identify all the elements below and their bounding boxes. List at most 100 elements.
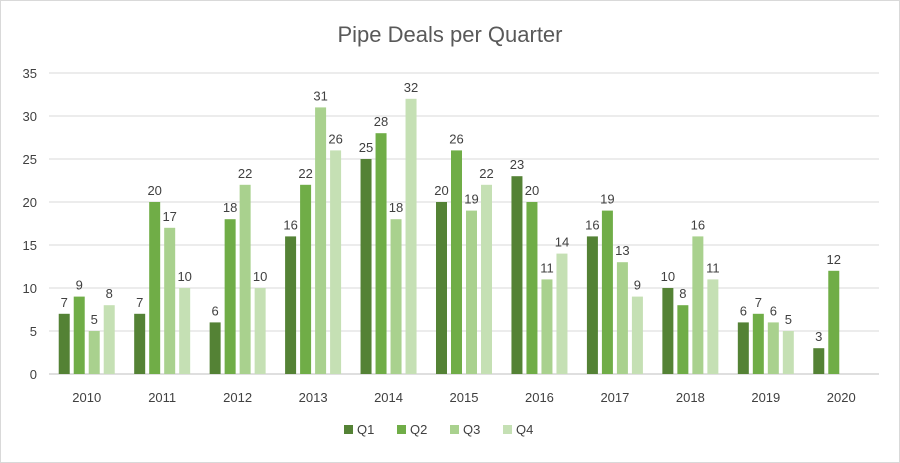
data-label: 8 xyxy=(679,286,686,301)
x-tick-label: 2018 xyxy=(676,390,705,405)
data-label: 10 xyxy=(253,269,267,284)
x-tick-label: 2014 xyxy=(374,390,403,405)
bar-q1-2020 xyxy=(813,348,825,374)
data-label: 17 xyxy=(162,209,176,224)
bar-q4-2015 xyxy=(481,184,492,374)
data-label: 20 xyxy=(525,183,539,198)
y-axis-ticks: 0 5 10 15 20 25 30 35 xyxy=(23,66,37,382)
data-label: 19 xyxy=(464,192,478,207)
data-labels: 7958720171061822101622312625281832202619… xyxy=(61,80,841,344)
data-label: 5 xyxy=(91,312,98,327)
data-label: 13 xyxy=(615,243,629,258)
y-tick-label: 0 xyxy=(30,367,37,382)
data-label: 23 xyxy=(510,157,524,172)
x-tick-label: 2020 xyxy=(827,390,856,405)
y-tick-label: 30 xyxy=(23,109,37,124)
data-label: 26 xyxy=(328,131,342,146)
y-tick-label: 10 xyxy=(23,281,37,296)
legend-label-q4: Q4 xyxy=(516,422,533,437)
bar-q2-2013 xyxy=(300,184,312,374)
bar-q2-2011 xyxy=(149,202,161,374)
bar-q3-2012 xyxy=(239,184,251,374)
data-label: 5 xyxy=(785,312,792,327)
data-label: 6 xyxy=(212,303,219,318)
x-tick-label: 2016 xyxy=(525,390,554,405)
bar-q4-2010 xyxy=(103,305,115,374)
legend-swatch-q3 xyxy=(450,425,459,434)
bar-q2-2020 xyxy=(828,270,840,374)
legend-label-q3: Q3 xyxy=(463,422,480,437)
data-label: 19 xyxy=(600,192,614,207)
bar-q4-2014 xyxy=(405,98,417,375)
x-tick-label: 2017 xyxy=(600,390,629,405)
bar-q1-2016 xyxy=(511,176,523,374)
data-label: 10 xyxy=(661,269,675,284)
data-label: 32 xyxy=(404,80,418,95)
legend-label-q1: Q1 xyxy=(357,422,374,437)
bar-q4-2017 xyxy=(631,296,643,374)
x-tick-label: 2012 xyxy=(223,390,252,405)
y-tick-label: 25 xyxy=(23,152,37,167)
data-label: 6 xyxy=(740,303,747,318)
data-label: 9 xyxy=(76,278,83,293)
bar-q1-2015 xyxy=(436,202,447,374)
bar-q4-2011 xyxy=(179,288,191,374)
data-label: 22 xyxy=(479,166,493,181)
legend-swatch-q1 xyxy=(344,425,353,434)
x-tick-label: 2019 xyxy=(751,390,780,405)
data-label: 31 xyxy=(313,88,327,103)
bar-q4-2019 xyxy=(782,331,794,374)
data-label: 7 xyxy=(61,295,68,310)
bars xyxy=(58,98,840,375)
data-label: 3 xyxy=(815,329,822,344)
data-label: 11 xyxy=(706,260,720,275)
data-label: 26 xyxy=(449,131,463,146)
bar-q2-2017 xyxy=(601,210,613,374)
data-label: 16 xyxy=(283,217,297,232)
bar-q3-2011 xyxy=(164,227,176,374)
data-label: 12 xyxy=(827,252,841,267)
x-tick-label: 2013 xyxy=(299,390,328,405)
bar-q2-2014 xyxy=(375,133,387,374)
bar-q4-2012 xyxy=(254,288,266,374)
bar-q1-2017 xyxy=(586,236,598,374)
x-tick-label: 2015 xyxy=(450,390,479,405)
data-label: 10 xyxy=(177,269,191,284)
x-tick-label: 2010 xyxy=(72,390,101,405)
data-label: 25 xyxy=(359,140,373,155)
bar-q3-2010 xyxy=(88,331,100,374)
bar-q3-2016 xyxy=(541,279,553,374)
bar-q2-2012 xyxy=(224,219,236,374)
y-tick-label: 35 xyxy=(23,66,37,81)
data-label: 16 xyxy=(691,217,705,232)
bar-q1-2010 xyxy=(58,313,70,374)
data-label: 20 xyxy=(434,183,448,198)
data-label: 22 xyxy=(238,166,252,181)
y-tick-label: 15 xyxy=(23,238,37,253)
legend-label-q2: Q2 xyxy=(410,422,427,437)
data-label: 14 xyxy=(555,235,569,250)
bar-q1-2014 xyxy=(360,159,372,374)
y-tick-label: 5 xyxy=(30,324,37,339)
data-label: 16 xyxy=(585,217,599,232)
data-label: 20 xyxy=(147,183,161,198)
data-label: 8 xyxy=(106,286,113,301)
data-label: 22 xyxy=(298,166,312,181)
data-label: 7 xyxy=(755,295,762,310)
legend: Q1 Q2 Q3 Q4 xyxy=(344,422,533,437)
chart-title: Pipe Deals per Quarter xyxy=(338,22,563,47)
x-axis-ticks: 2010 2011 2012 2013 2014 2015 2016 2017 2018 2019… xyxy=(72,390,855,405)
bar-q3-2017 xyxy=(616,262,628,374)
bar-q4-2018 xyxy=(707,279,719,374)
legend-swatch-q2 xyxy=(397,425,406,434)
y-tick-label: 20 xyxy=(23,195,37,210)
data-label: 9 xyxy=(634,278,641,293)
bar-q2-2018 xyxy=(677,305,689,374)
bar-q3-2014 xyxy=(390,219,402,374)
bar-q1-2012 xyxy=(209,322,221,374)
bar-q3-2015 xyxy=(466,210,477,374)
bar-q2-2010 xyxy=(73,296,85,374)
bar-q4-2016 xyxy=(556,253,568,374)
bar-q4-2013 xyxy=(330,150,342,374)
